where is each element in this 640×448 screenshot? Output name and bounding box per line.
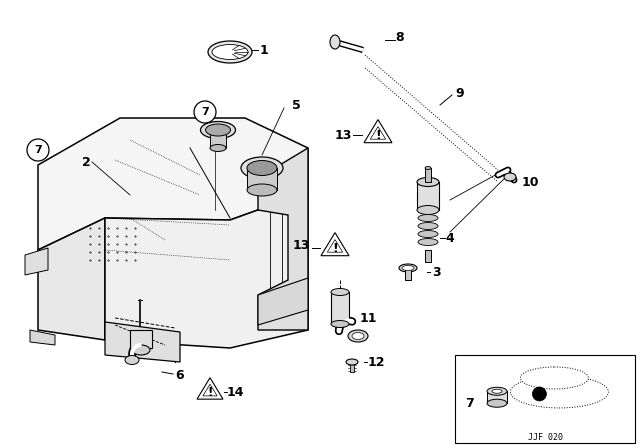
Ellipse shape	[212, 44, 248, 60]
Text: 7: 7	[465, 397, 474, 410]
Text: 2: 2	[82, 155, 91, 168]
Ellipse shape	[125, 356, 139, 365]
Ellipse shape	[520, 367, 588, 389]
Text: 9: 9	[455, 86, 463, 99]
Ellipse shape	[418, 215, 438, 221]
Ellipse shape	[205, 124, 230, 136]
Ellipse shape	[241, 157, 283, 179]
Text: 5: 5	[292, 99, 301, 112]
Polygon shape	[210, 130, 226, 148]
Polygon shape	[247, 168, 277, 190]
Polygon shape	[30, 330, 55, 345]
Polygon shape	[38, 218, 105, 340]
Ellipse shape	[402, 266, 414, 271]
Bar	[425, 250, 431, 262]
Ellipse shape	[418, 223, 438, 229]
Ellipse shape	[417, 177, 439, 186]
Ellipse shape	[346, 359, 358, 365]
Text: !: !	[332, 242, 338, 255]
Ellipse shape	[200, 121, 236, 138]
Text: 1: 1	[260, 43, 269, 56]
Ellipse shape	[511, 376, 609, 408]
Polygon shape	[258, 148, 308, 330]
Ellipse shape	[487, 399, 507, 407]
Ellipse shape	[492, 389, 502, 393]
Polygon shape	[38, 118, 308, 250]
Ellipse shape	[487, 387, 507, 395]
Polygon shape	[25, 248, 48, 275]
Text: !: !	[375, 129, 381, 142]
Ellipse shape	[331, 289, 349, 296]
Ellipse shape	[417, 206, 439, 215]
Text: 6: 6	[175, 369, 184, 382]
Ellipse shape	[425, 167, 431, 169]
Ellipse shape	[348, 330, 368, 342]
Text: 14: 14	[227, 385, 244, 399]
Text: 13: 13	[292, 238, 310, 251]
Ellipse shape	[418, 207, 438, 214]
Ellipse shape	[504, 173, 516, 181]
Polygon shape	[105, 192, 308, 348]
Text: 7: 7	[201, 107, 209, 117]
Ellipse shape	[331, 320, 349, 327]
Polygon shape	[258, 278, 308, 325]
Text: 3: 3	[432, 266, 440, 279]
Bar	[417, 182, 439, 210]
Bar	[405, 268, 411, 280]
Ellipse shape	[210, 145, 226, 151]
Ellipse shape	[418, 231, 438, 237]
Ellipse shape	[247, 184, 277, 196]
Text: JJF 020: JJF 020	[527, 432, 563, 441]
Text: 10: 10	[522, 176, 540, 189]
Ellipse shape	[247, 160, 277, 176]
Circle shape	[194, 101, 216, 123]
Ellipse shape	[418, 238, 438, 246]
Ellipse shape	[352, 332, 364, 340]
Ellipse shape	[399, 264, 417, 272]
Text: 8: 8	[395, 30, 404, 43]
Text: 13: 13	[335, 129, 352, 142]
Text: 7: 7	[34, 145, 42, 155]
Ellipse shape	[208, 41, 252, 63]
Bar	[331, 292, 349, 324]
Bar	[425, 168, 431, 182]
Polygon shape	[105, 322, 180, 362]
Bar	[350, 362, 354, 372]
Text: 12: 12	[368, 356, 385, 369]
Bar	[455, 355, 635, 443]
Text: 4: 4	[445, 232, 454, 245]
Polygon shape	[321, 233, 349, 256]
Circle shape	[532, 387, 547, 401]
Polygon shape	[197, 378, 223, 399]
Circle shape	[27, 139, 49, 161]
Bar	[130, 330, 152, 348]
Text: !: !	[207, 386, 212, 399]
Polygon shape	[364, 120, 392, 143]
Ellipse shape	[132, 345, 150, 355]
Bar	[487, 391, 507, 403]
Ellipse shape	[330, 35, 340, 49]
Text: 11: 11	[360, 311, 378, 324]
